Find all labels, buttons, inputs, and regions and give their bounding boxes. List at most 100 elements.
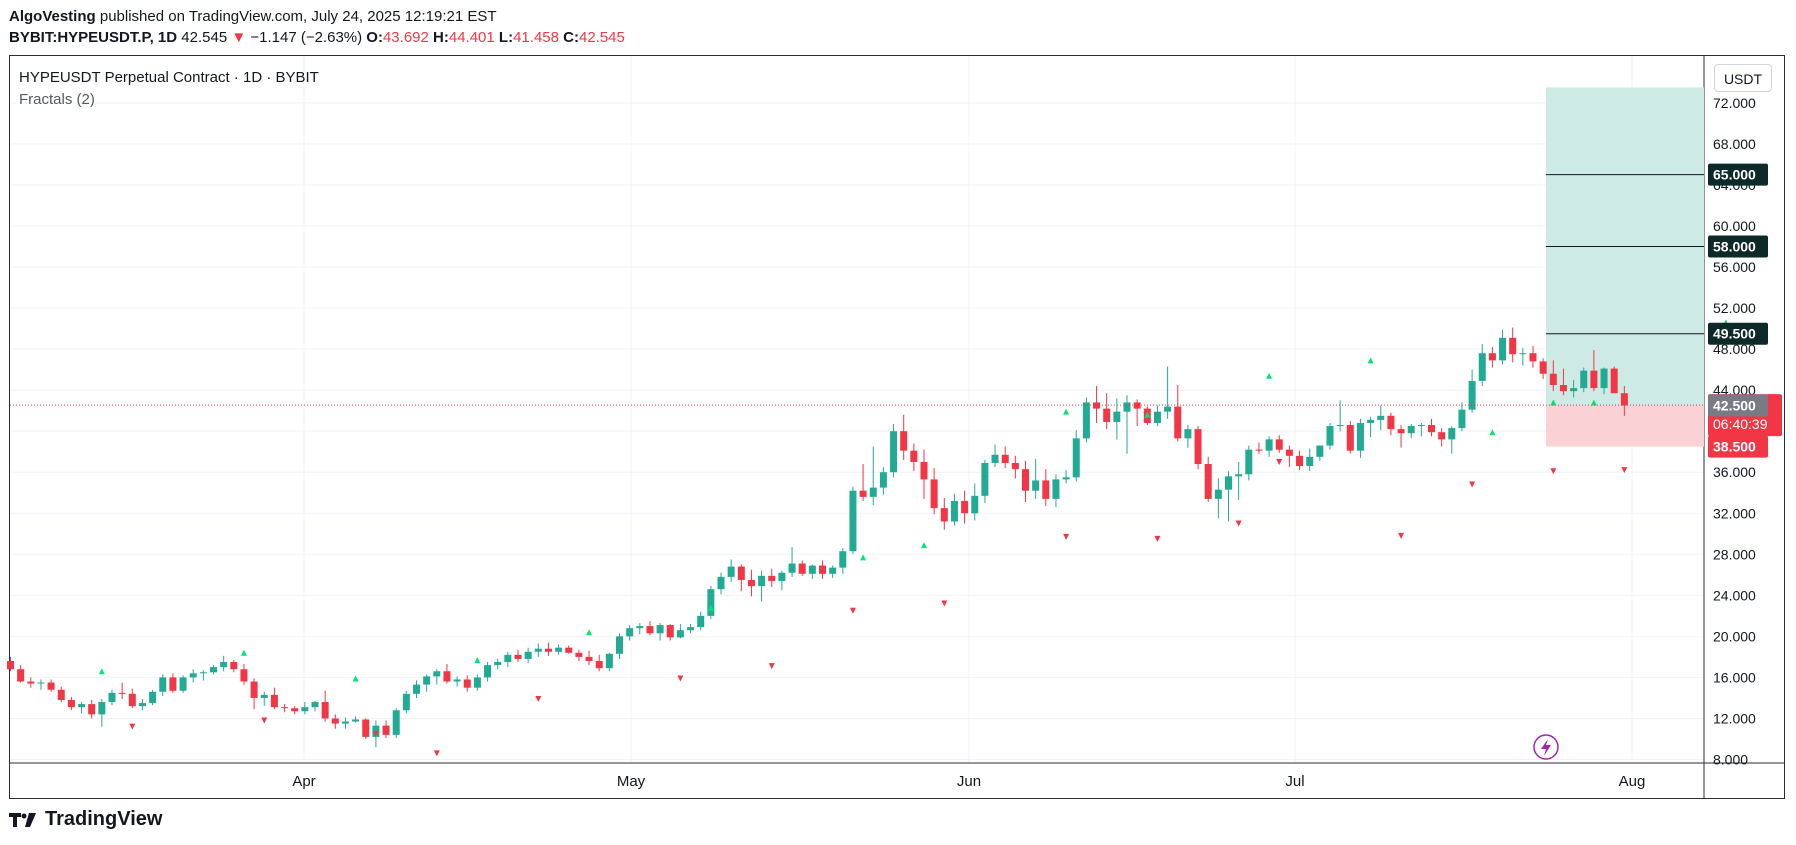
fractal-down-marker bbox=[1154, 535, 1161, 542]
candle-body bbox=[189, 673, 197, 678]
tradingview-logo-icon bbox=[9, 812, 36, 827]
candle-body bbox=[98, 702, 106, 715]
candle-body bbox=[1377, 415, 1385, 420]
change-arrow: ▼ bbox=[231, 29, 247, 46]
price-tick-label: 56.000 bbox=[1713, 259, 1756, 275]
candle-body bbox=[1438, 432, 1446, 440]
chart-legend: HYPEUSDT Perpetual Contract · 1D · BYBIT… bbox=[19, 67, 319, 111]
price-change: −1.147 (−2.63%) bbox=[250, 29, 363, 46]
candle-body bbox=[1509, 337, 1517, 355]
candle-body bbox=[1367, 419, 1375, 423]
candle-body bbox=[819, 565, 826, 574]
fractal-down-marker bbox=[768, 663, 775, 670]
high-value: 44.401 bbox=[448, 29, 495, 46]
price-tick-label: 24.000 bbox=[1713, 587, 1756, 603]
fractal-markers bbox=[98, 319, 1739, 757]
open-value: 43.692 bbox=[382, 29, 429, 46]
candle-body bbox=[940, 508, 948, 522]
target-2-label: 58.000 bbox=[1713, 239, 1756, 255]
candle-body bbox=[1570, 388, 1578, 392]
candle-body bbox=[1448, 428, 1456, 440]
fractal-down-marker bbox=[1550, 468, 1557, 475]
candle-body bbox=[1103, 408, 1111, 422]
candle-body bbox=[575, 652, 583, 657]
time-tick-label: Aug bbox=[1619, 773, 1646, 790]
candle-body bbox=[666, 625, 674, 638]
candle-body bbox=[504, 654, 512, 663]
candle-body bbox=[636, 626, 644, 629]
tradingview-logo[interactable]: TradingView bbox=[9, 808, 162, 831]
candle-body bbox=[1539, 361, 1547, 374]
price-tick-label: 16.000 bbox=[1713, 669, 1756, 685]
candle-body bbox=[900, 431, 908, 451]
candle-body bbox=[544, 648, 552, 652]
candle-body bbox=[839, 551, 847, 568]
candle-body bbox=[1306, 456, 1314, 467]
time-tick-label: May bbox=[617, 773, 646, 790]
candle-body bbox=[17, 669, 25, 682]
price-tick-label: 60.000 bbox=[1713, 218, 1756, 234]
candle-body bbox=[1225, 476, 1232, 490]
author-name[interactable]: AlgoVesting bbox=[9, 8, 96, 25]
entry-label: 42.500 bbox=[1713, 398, 1756, 414]
candle-body bbox=[829, 567, 837, 574]
candle-body bbox=[392, 710, 400, 735]
candle-body bbox=[1194, 429, 1202, 465]
fractal-up-marker bbox=[1063, 408, 1070, 415]
candle-body bbox=[281, 707, 289, 709]
candle-body bbox=[737, 566, 745, 580]
indicator-label[interactable]: Fractals (2) bbox=[19, 91, 95, 108]
candle-body bbox=[778, 572, 786, 581]
candle-body bbox=[1387, 415, 1395, 430]
candle-body bbox=[473, 677, 481, 688]
candle-body bbox=[1184, 429, 1192, 439]
candle-body bbox=[7, 661, 14, 670]
fractal-down-marker bbox=[1469, 481, 1476, 488]
price-tick-label: 48.000 bbox=[1713, 341, 1756, 357]
candle-body bbox=[930, 479, 938, 509]
candle-body bbox=[1174, 406, 1182, 439]
fractal-down-marker bbox=[1063, 533, 1070, 540]
target-3-tag bbox=[1708, 163, 1768, 186]
price-tick-label: 12.000 bbox=[1713, 710, 1756, 726]
candle-body bbox=[514, 654, 522, 659]
candle-body bbox=[1011, 462, 1019, 470]
price-tick-label: 72.000 bbox=[1713, 95, 1756, 111]
candle-body bbox=[494, 662, 502, 666]
price-tick-label: 8.000 bbox=[1713, 752, 1748, 768]
candle-body bbox=[981, 462, 989, 496]
currency-button[interactable]: USDT bbox=[1714, 64, 1772, 92]
candle-body bbox=[230, 662, 238, 670]
candle-body bbox=[534, 648, 542, 652]
candle-body bbox=[1214, 489, 1222, 499]
candle-body bbox=[1417, 425, 1425, 427]
legend-title[interactable]: HYPEUSDT Perpetual Contract · 1D · BYBIT bbox=[19, 69, 319, 86]
candle-body bbox=[138, 703, 146, 707]
candle-body bbox=[270, 694, 278, 708]
candle-body bbox=[1245, 449, 1253, 475]
fractal-down-marker bbox=[1398, 532, 1405, 539]
candle-body bbox=[67, 699, 75, 708]
candle-body bbox=[1468, 380, 1476, 410]
candle-body bbox=[1133, 402, 1141, 409]
candle-body bbox=[1042, 480, 1050, 499]
candle-body bbox=[768, 575, 776, 581]
candle-body bbox=[362, 719, 370, 737]
candle-body bbox=[37, 682, 45, 684]
lightning-icon[interactable] bbox=[1533, 734, 1559, 760]
candle-body bbox=[1326, 426, 1334, 446]
candle-body bbox=[291, 708, 299, 712]
candle-body bbox=[1113, 411, 1121, 422]
candle-body bbox=[869, 487, 877, 497]
candles bbox=[7, 327, 1628, 748]
price-tick-label: 68.000 bbox=[1713, 136, 1756, 152]
candle-body bbox=[1600, 368, 1608, 389]
candle-body bbox=[961, 500, 969, 514]
candle-body bbox=[1580, 370, 1588, 389]
fractal-up-marker bbox=[1550, 399, 1557, 406]
countdown-label: 06:40:39 bbox=[1713, 416, 1768, 432]
high-label: H: bbox=[433, 29, 449, 46]
fractal-up-marker bbox=[707, 604, 714, 611]
candle-body bbox=[1488, 353, 1496, 361]
